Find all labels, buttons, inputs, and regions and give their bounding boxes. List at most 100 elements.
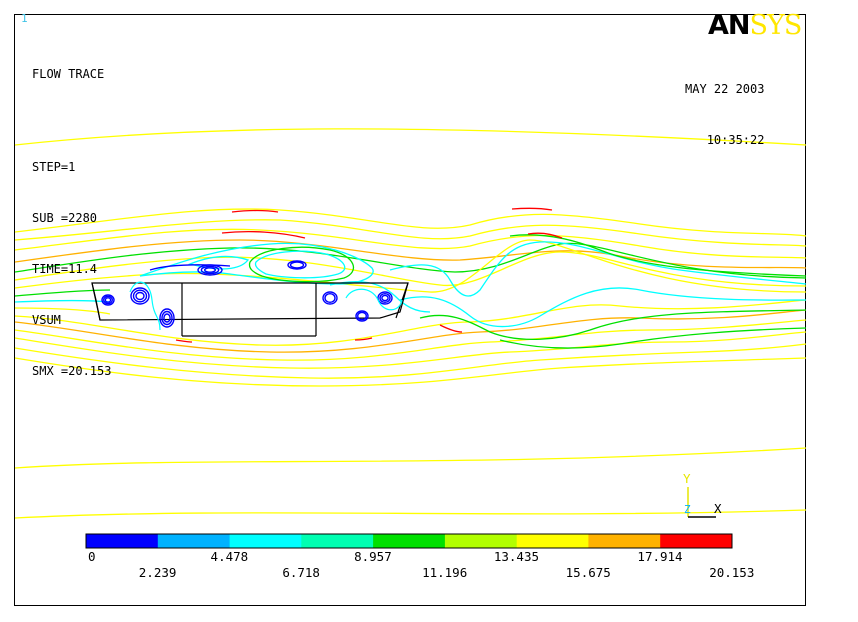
vortex-2-ring-1: [161, 310, 173, 326]
legend-swatch-4: [373, 534, 446, 548]
substep-label: SUB =2280: [32, 211, 98, 225]
vortex-5-ring-1: [324, 293, 336, 304]
logo-an: AN: [708, 10, 750, 41]
quantity-label: VSUM: [32, 313, 61, 327]
legend-swatch-3: [301, 534, 374, 548]
legend-swatch-2: [229, 534, 302, 548]
legend-label-top-0: 0: [88, 549, 96, 564]
vortex-5-ring-0: [322, 291, 338, 305]
streamline-19: [389, 241, 807, 297]
vortex-0-ring-0: [101, 294, 115, 306]
triad-y-label: Y: [683, 471, 691, 486]
ansys-logo: ANSYS: [708, 10, 803, 41]
legend-label-bottom-2: 11.196: [422, 565, 468, 580]
step-label: STEP=1: [32, 160, 76, 174]
separation-bubble-line-1: [248, 246, 355, 283]
legend-swatch-1: [157, 534, 231, 548]
date-label: MAY 22 2003: [685, 82, 765, 96]
vortex-cores: [101, 260, 403, 331]
datetime-block: MAY 22 2003 10:35:22: [685, 47, 764, 166]
streamline-28: [527, 232, 563, 239]
smx-label: SMX =20.153: [32, 364, 112, 378]
color-legend-bar: [85, 533, 733, 549]
legend-label-top-4: 17.914: [637, 549, 683, 564]
recirculation-line-right: [345, 288, 403, 311]
streamline-21: [419, 309, 807, 341]
legend-swatch-6: [516, 534, 589, 548]
plot-type-label: FLOW TRACE: [32, 67, 105, 81]
streamline-27: [511, 207, 553, 211]
plot-info-block: FLOW TRACE STEP=1 SUB =2280 TIME=11.4 VS…: [32, 32, 111, 397]
legend-label-bottom-1: 6.718: [282, 565, 320, 580]
vortex-7-ring-0: [355, 310, 369, 322]
vortex-3-ring-1: [289, 261, 305, 269]
vortex-6-ring-2: [381, 294, 389, 302]
triad-z-label: Z: [684, 503, 691, 516]
legend-label-top-2: 8.957: [354, 549, 392, 564]
vortex-0-ring-1: [102, 295, 113, 305]
vortex-6-ring-0: [377, 291, 393, 305]
streamline-24: [329, 280, 431, 313]
streamline-20: [399, 287, 807, 328]
streamline-10: [14, 289, 111, 297]
vortex-1-ring-2: [135, 291, 145, 301]
legend-swatch-0: [86, 534, 159, 548]
vortex-4-ring-2: [203, 267, 216, 273]
bridge-deck-section: [91, 282, 409, 337]
vortex-0-ring-2: [104, 297, 112, 303]
triad-x-label: X: [714, 501, 722, 516]
streamline-29: [439, 324, 463, 333]
logo-sys: SYS: [749, 10, 803, 41]
legend-swatch-5: [444, 534, 518, 548]
axis-triad: [687, 487, 716, 518]
streamline-0: [14, 128, 807, 146]
legend-label-top-3: 13.435: [493, 549, 540, 564]
time-of-day-label: 10:35:22: [706, 133, 765, 147]
streamline-23: [509, 234, 807, 277]
streamline-18: [14, 357, 807, 387]
streamline-22: [499, 327, 807, 349]
streamline-15: [14, 319, 807, 361]
streamline-16: [14, 331, 807, 369]
streamline-9: [14, 239, 807, 293]
legend-frame: [85, 533, 733, 549]
legend-label-bottom-4: 20.153: [709, 565, 755, 580]
streamline-2: [14, 509, 807, 519]
streamline-13: [14, 299, 807, 346]
streamline-5: [14, 228, 807, 259]
streamline-7: [14, 242, 807, 279]
streamline-31: [354, 337, 373, 341]
streamline-12: [14, 307, 111, 315]
legend-swatch-7: [588, 534, 661, 548]
streamline-26: [231, 209, 279, 213]
streamline-17: [14, 343, 807, 379]
vortex-1-ring-0: [130, 287, 150, 305]
vortex-3-ring-0: [287, 260, 307, 270]
time-label: TIME=11.4: [32, 262, 98, 276]
legend-swatch-8: [660, 534, 733, 548]
vortex-4-ring-1: [200, 265, 220, 275]
recirculation-line-left: [129, 281, 161, 331]
legend-label-bottom-3: 15.675: [565, 565, 611, 580]
vortex-6-ring-1: [379, 293, 391, 304]
vortex-2-ring-0: [159, 308, 175, 328]
separation-bubble-line-0: [139, 242, 374, 285]
streamline-8: [14, 251, 807, 287]
vortex-7-ring-1: [357, 311, 368, 321]
streamline-30: [175, 339, 193, 343]
streamline-3: [14, 208, 807, 237]
streamline-6: [14, 239, 807, 269]
streamline-14: [14, 309, 807, 353]
vortex-filament: [149, 264, 231, 271]
streamline-4: [14, 219, 807, 247]
legend-label-bottom-0: 2.239: [138, 565, 177, 580]
streamline-1: [14, 447, 807, 469]
separation-bubble-line-2: [254, 250, 346, 279]
vortex-2-ring-2: [163, 313, 171, 323]
streamline-25: [221, 230, 306, 239]
streamlines: [14, 128, 807, 519]
window-number: 1: [21, 12, 28, 25]
graphics-viewport[interactable]: [14, 14, 806, 606]
deck-fairing-left: [91, 282, 101, 321]
